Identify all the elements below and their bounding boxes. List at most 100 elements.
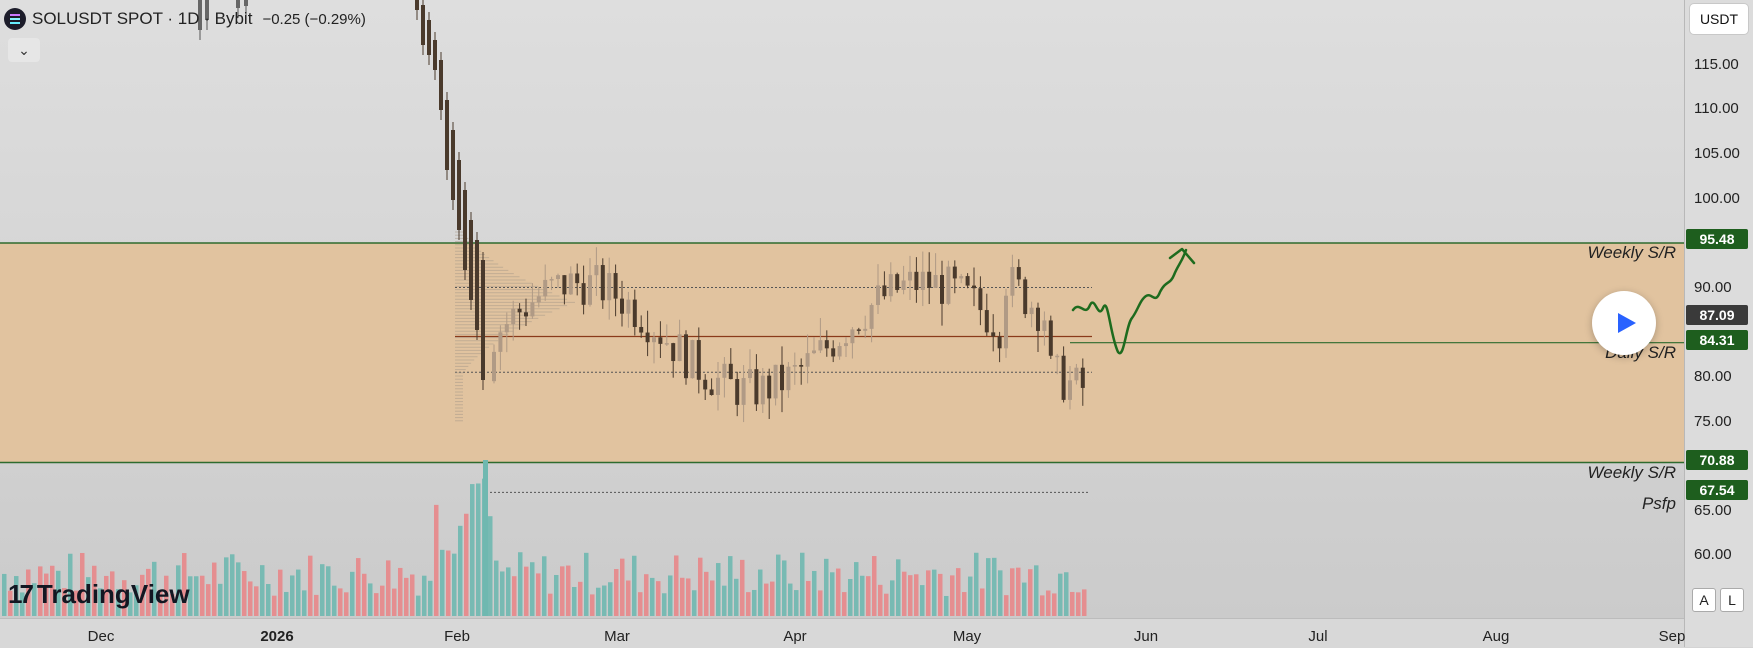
volume-bar	[8, 590, 13, 616]
candle-body	[581, 283, 586, 305]
volume-bar	[752, 589, 757, 616]
volume-bar	[212, 562, 217, 616]
candle-body	[696, 340, 701, 380]
date-axis[interactable]	[0, 618, 1684, 648]
candle-body	[856, 329, 861, 331]
candle-body	[703, 379, 708, 390]
candle-body	[594, 265, 599, 276]
volume-bar	[452, 553, 457, 616]
volume-bar	[950, 575, 955, 616]
candle-body	[1010, 267, 1015, 296]
volume-bar	[914, 574, 919, 616]
volume-bar	[506, 567, 511, 616]
log-scale-button[interactable]: L	[1720, 588, 1744, 612]
volume-bar	[164, 575, 169, 616]
volume-bar	[824, 558, 829, 616]
candle-body	[626, 299, 631, 314]
volume-bar	[854, 562, 859, 616]
volume-bar	[866, 576, 871, 616]
volume-bar	[974, 552, 979, 616]
volume-bar	[542, 556, 547, 616]
candle-body	[469, 220, 473, 300]
price-tick: 105.00	[1694, 145, 1740, 162]
candle-body	[549, 279, 554, 281]
currency-selector[interactable]: USDT	[1690, 4, 1748, 34]
volume-bar	[158, 589, 163, 616]
volume-bar	[620, 558, 625, 616]
chevron-down-icon[interactable]: ⌄	[8, 38, 40, 62]
volume-bar	[518, 552, 523, 616]
volume-bar	[626, 580, 631, 616]
date-tick: 2026	[260, 628, 294, 645]
candle-body	[831, 348, 836, 357]
price-tick: 115.00	[1694, 56, 1739, 73]
volume-bar	[110, 571, 115, 616]
candle-body	[524, 312, 528, 317]
auto-scale-button[interactable]: A	[1692, 588, 1716, 612]
candle-body	[684, 334, 688, 379]
candle-body	[244, 0, 248, 6]
volume-bar	[908, 575, 913, 616]
price-tag-psfp: 67.54	[1686, 480, 1748, 500]
tradingview-logo[interactable]: 17 TradingView	[8, 578, 190, 610]
volume-bar	[392, 588, 397, 616]
volume-bar	[842, 592, 847, 616]
chart-header: SOLUSDT SPOT · 1D · Bybit −0.25 (−0.29%)	[4, 6, 366, 32]
volume-bar	[416, 595, 421, 616]
candle-body	[888, 274, 893, 297]
candle-body	[433, 40, 437, 70]
volume-bar	[572, 586, 577, 616]
candle-body	[620, 298, 624, 314]
volume-bar	[1028, 569, 1033, 616]
candle-body	[671, 343, 676, 362]
price-tick: 75.00	[1694, 413, 1732, 430]
volume-bar	[458, 525, 463, 616]
annotation-weekly-bottom[interactable]: Weekly S/R	[1587, 463, 1677, 482]
price-change: −0.25 (−0.29%)	[262, 10, 366, 28]
volume-bar	[932, 569, 937, 616]
candle-body	[946, 266, 951, 304]
candle-body	[786, 366, 791, 391]
volume-bar	[74, 590, 79, 616]
volume-bar	[998, 570, 1003, 616]
volume-bar	[890, 580, 895, 616]
symbol-title[interactable]: SOLUSDT SPOT · 1D · Bybit	[32, 9, 253, 28]
volume-bar	[1058, 573, 1063, 616]
price-chart[interactable]	[0, 0, 1684, 618]
volume-bar	[788, 583, 793, 616]
candle-body	[997, 336, 1002, 349]
candle-body	[901, 280, 906, 290]
candle-body	[952, 266, 957, 279]
volume-bar	[380, 585, 385, 616]
volume-bar	[410, 574, 415, 616]
price-tick: 90.00	[1694, 279, 1732, 296]
price-tick: 110.00	[1694, 100, 1739, 117]
volume-bar	[188, 576, 193, 616]
candle-body	[677, 334, 682, 362]
volume-bar	[896, 559, 901, 616]
candle-body	[978, 288, 983, 311]
candle-body	[1055, 355, 1060, 358]
volume-bar	[80, 552, 85, 616]
volume-bar	[134, 585, 139, 616]
candle-body	[690, 340, 695, 379]
play-button[interactable]	[1592, 291, 1656, 355]
volume-bar	[596, 587, 601, 616]
candle-body	[818, 340, 823, 351]
volume-bar	[818, 590, 823, 616]
candle-body	[767, 375, 772, 399]
volume-bar	[1046, 590, 1051, 616]
volume-bar	[146, 568, 151, 616]
volume-bar	[992, 557, 997, 616]
candle-body	[1048, 320, 1053, 356]
volume-bar	[230, 554, 235, 616]
candle-body	[457, 160, 461, 230]
volume-bar	[44, 573, 49, 616]
volume-bar	[206, 584, 211, 616]
volume-bar	[242, 571, 247, 616]
annotation-weekly-top[interactable]: Weekly S/R	[1587, 243, 1677, 262]
volume-bar	[248, 581, 253, 616]
volume-bar	[830, 572, 835, 616]
annotation-psfp[interactable]: Psfp	[1641, 494, 1676, 513]
volume-bar	[644, 574, 649, 616]
